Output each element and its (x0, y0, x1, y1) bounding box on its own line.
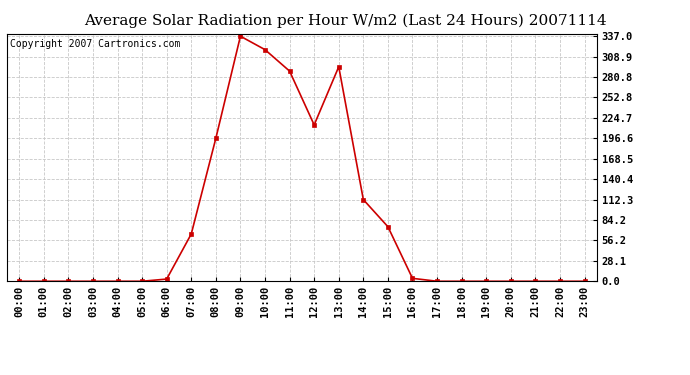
Text: Copyright 2007 Cartronics.com: Copyright 2007 Cartronics.com (10, 39, 180, 49)
Text: Average Solar Radiation per Hour W/m2 (Last 24 Hours) 20071114: Average Solar Radiation per Hour W/m2 (L… (83, 13, 607, 27)
